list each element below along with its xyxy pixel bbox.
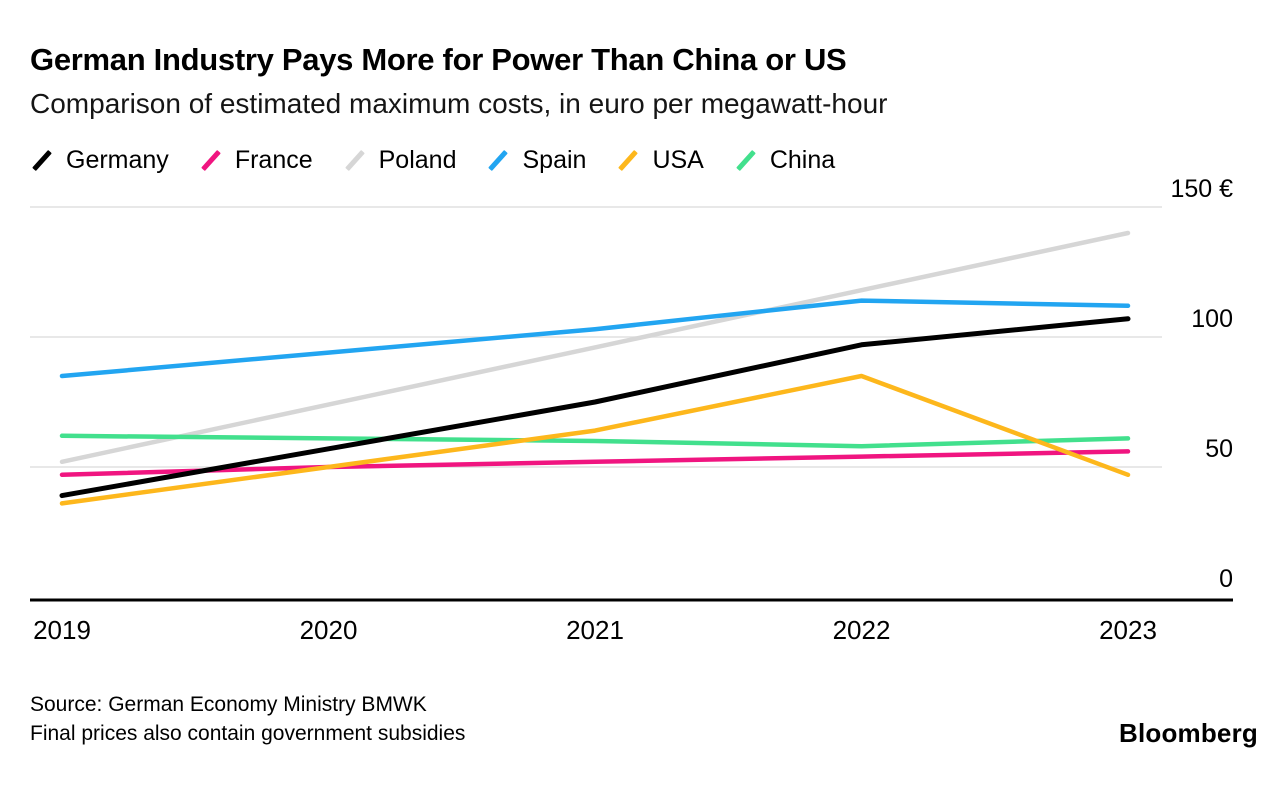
source-line-1: Source: German Economy Ministry BMWK: [30, 693, 427, 716]
chart-subtitle: Comparison of estimated maximum costs, i…: [30, 88, 888, 119]
x-axis-tick-label: 2022: [833, 615, 891, 645]
series-line-spain: [59, 298, 1131, 379]
legend-label: China: [769, 146, 836, 174]
legend-item-usa: USA: [616, 146, 704, 175]
series-line-poland: [59, 230, 1131, 465]
chart-footer: Source: German Economy Ministry BMWK Fin…: [30, 691, 1258, 749]
y-axis-tick-label: 0: [1219, 565, 1233, 593]
x-axis-tick-label: 2021: [566, 615, 624, 645]
legend-item-china: China: [734, 146, 835, 175]
legend-item-france: France: [199, 146, 313, 175]
legend-swatch-china: [735, 149, 756, 172]
legend-label: USA: [652, 146, 704, 174]
bloomberg-logo: Bloomberg: [1118, 717, 1258, 748]
x-axis-tick-label: 2019: [33, 615, 91, 645]
legend: Germany France Poland Spain USA China: [30, 146, 1256, 175]
legend-item-spain: Spain: [486, 146, 586, 175]
legend-label: Poland: [378, 146, 457, 174]
legend-label: France: [234, 146, 313, 174]
series-line-usa: [59, 373, 1131, 506]
series-line-france: [59, 449, 1131, 478]
y-axis-tick-label: 50: [1205, 435, 1233, 463]
y-axis-tick-label: 100: [1191, 305, 1233, 333]
y-axis-tick-label: 150 €: [1170, 177, 1233, 203]
legend-swatch-poland: [344, 149, 365, 172]
chart-title: German Industry Pays More for Power Than…: [30, 42, 847, 77]
legend-label: Spain: [522, 146, 587, 174]
legend-swatch-usa: [618, 149, 639, 172]
x-axis-tick-label: 2020: [300, 615, 358, 645]
legend-item-poland: Poland: [343, 146, 457, 175]
legend-label: Germany: [66, 146, 169, 174]
legend-swatch-france: [200, 149, 221, 172]
series-line-china: [59, 433, 1131, 449]
chart-card: German Industry Pays More for Power Than…: [30, 42, 1258, 749]
x-axis-tick-label: 2023: [1099, 615, 1157, 645]
legend-swatch-germany: [32, 149, 52, 172]
line-chart: 150 € 100 50 0 2019 2020 2021 2022 2023: [30, 177, 1233, 645]
source-line-2: Final prices also contain government sub…: [30, 721, 466, 745]
source-note: Source: German Economy Ministry BMWK Fin…: [30, 691, 465, 749]
legend-swatch-spain: [488, 149, 509, 172]
series-line-germany: [59, 316, 1131, 499]
legend-item-germany: Germany: [30, 146, 169, 175]
